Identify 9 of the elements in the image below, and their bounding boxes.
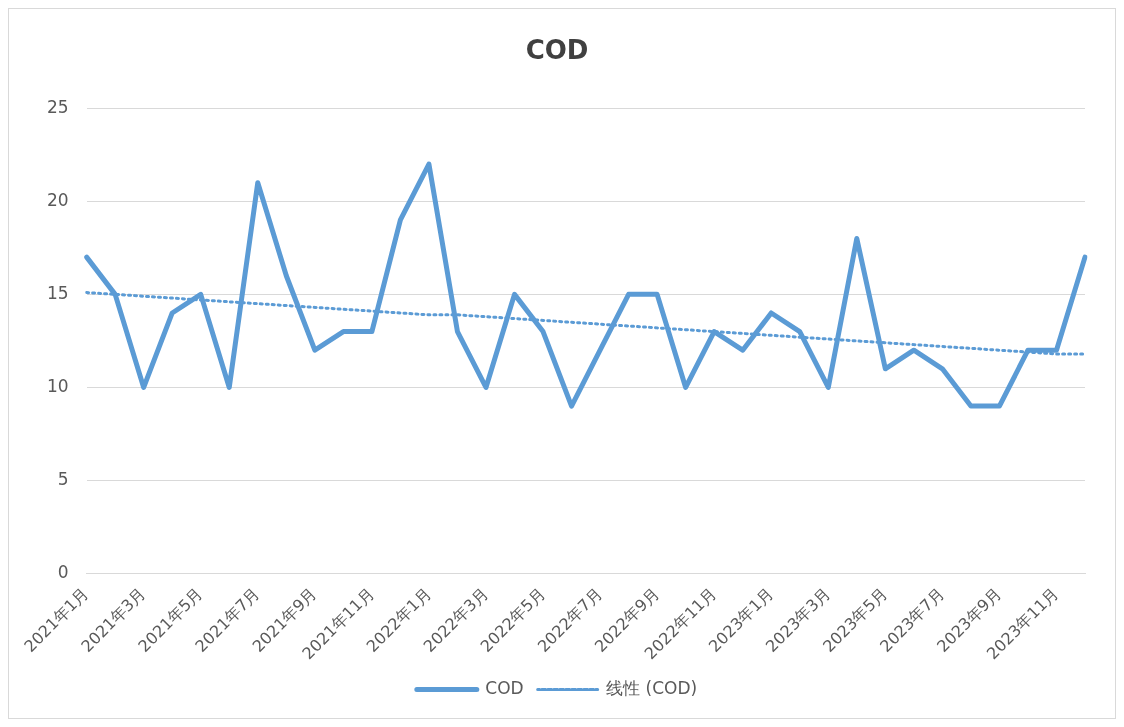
- legend-label: COD: [485, 677, 524, 698]
- y-tick-label: 10: [46, 375, 69, 396]
- y-tick-label: 5: [57, 468, 69, 489]
- y-tick-label: 0: [57, 562, 69, 583]
- chart-title: COD: [525, 35, 589, 66]
- y-tick-label: 20: [46, 189, 69, 210]
- legend-label: 线性 (COD): [606, 677, 698, 698]
- y-tick-label: 15: [46, 282, 69, 303]
- y-tick-label: 25: [46, 96, 69, 117]
